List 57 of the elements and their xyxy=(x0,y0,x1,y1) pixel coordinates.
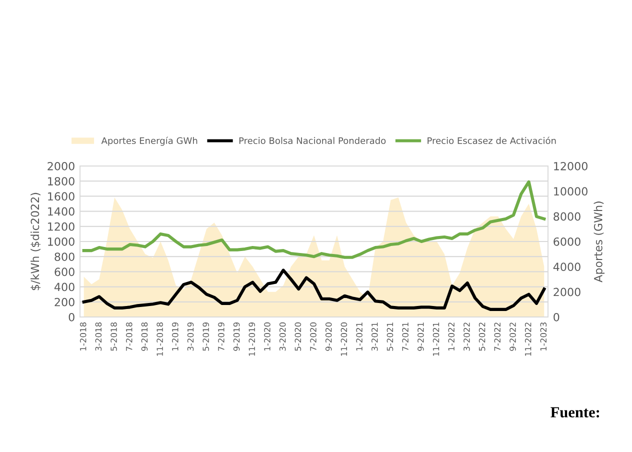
y-tick-label: 1600 xyxy=(48,192,74,201)
x-tick-label: 9-2019 xyxy=(233,322,240,351)
y2-tick-label: 10000 xyxy=(554,187,588,196)
x-tick-label: 7-2022 xyxy=(494,322,501,351)
x-tick-label: 11-2022 xyxy=(524,322,532,356)
x-tick-label: 1-2019 xyxy=(172,322,178,350)
y-axis-title: $/kWh ($dic2022) xyxy=(30,192,41,290)
x-tick-label: 3-2019 xyxy=(187,322,194,351)
line-series xyxy=(82,268,546,311)
x-tick-label: 5-2021 xyxy=(386,322,394,351)
x-tick-label: 3-2021 xyxy=(371,322,378,351)
y2-tick-label: 0 xyxy=(554,312,560,322)
x-tick-label: 5-2018 xyxy=(110,322,117,351)
x-tick-label: 1-2022 xyxy=(448,322,455,350)
y2-tick-label: 8000 xyxy=(554,212,580,221)
y-tick-label: 600 xyxy=(54,268,74,276)
x-tick-label: 11-2019 xyxy=(248,322,256,356)
x-tick-label: 5-2022 xyxy=(478,322,486,351)
x-tick-label: 9-2021 xyxy=(418,322,424,351)
x-tick-label: 9-2022 xyxy=(510,322,516,351)
y2-axis-title: Aportes (GWh) xyxy=(594,202,605,282)
y2-tick-label: 12000 xyxy=(554,162,588,170)
x-tick-label: 3-2020 xyxy=(279,322,286,351)
x-tick-label: 1-2018 xyxy=(80,322,86,350)
y-tick-label: 2000 xyxy=(48,162,74,170)
x-tick-label: 11-2021 xyxy=(432,322,440,356)
y-tick-label: 1200 xyxy=(48,222,74,231)
x-tick-label: 9-2018 xyxy=(141,322,148,351)
x-tick-label: 1-2021 xyxy=(356,322,362,350)
line-series xyxy=(82,180,546,259)
y-tick-label: 200 xyxy=(54,298,74,306)
y-tick-label: 1000 xyxy=(48,237,74,246)
legend-label: Precio Escasez de Activación xyxy=(428,136,556,144)
y-tick-label: 400 xyxy=(54,282,74,292)
x-tick-label: 3-2022 xyxy=(464,322,470,351)
x-tick-label: 1-2020 xyxy=(264,322,270,350)
y2-tick-label: 2000 xyxy=(554,288,580,296)
y-tick-label: 1800 xyxy=(48,177,74,186)
x-tick-label: 11-2020 xyxy=(340,322,348,356)
legend-label: Aportes Energía GWh xyxy=(101,136,198,146)
x-tick-label: 5-2020 xyxy=(294,322,302,351)
x-tick-label: 9-2020 xyxy=(325,322,332,351)
x-tick-label: 1-2023 xyxy=(540,322,547,350)
y-tick-label: 1400 xyxy=(48,207,74,216)
y2-tick-label: 6000 xyxy=(554,237,580,246)
x-tick-label: 11-2018 xyxy=(156,322,163,356)
source-note: Fuente: xyxy=(550,407,600,418)
x-tick-label: 7-2020 xyxy=(310,322,316,351)
x-tick-label: 7-2019 xyxy=(218,322,224,351)
x-tick-label: 7-2018 xyxy=(126,322,132,351)
x-tick-label: 3-2018 xyxy=(95,322,102,351)
y-tick-label: 0 xyxy=(68,312,74,322)
y-tick-label: 800 xyxy=(54,252,74,261)
legend-label: Precio Bolsa Nacional Ponderado xyxy=(239,137,386,144)
x-tick-label: 7-2021 xyxy=(402,322,408,351)
y2-tick-label: 4000 xyxy=(553,262,580,272)
x-tick-label: 5-2019 xyxy=(202,322,210,351)
